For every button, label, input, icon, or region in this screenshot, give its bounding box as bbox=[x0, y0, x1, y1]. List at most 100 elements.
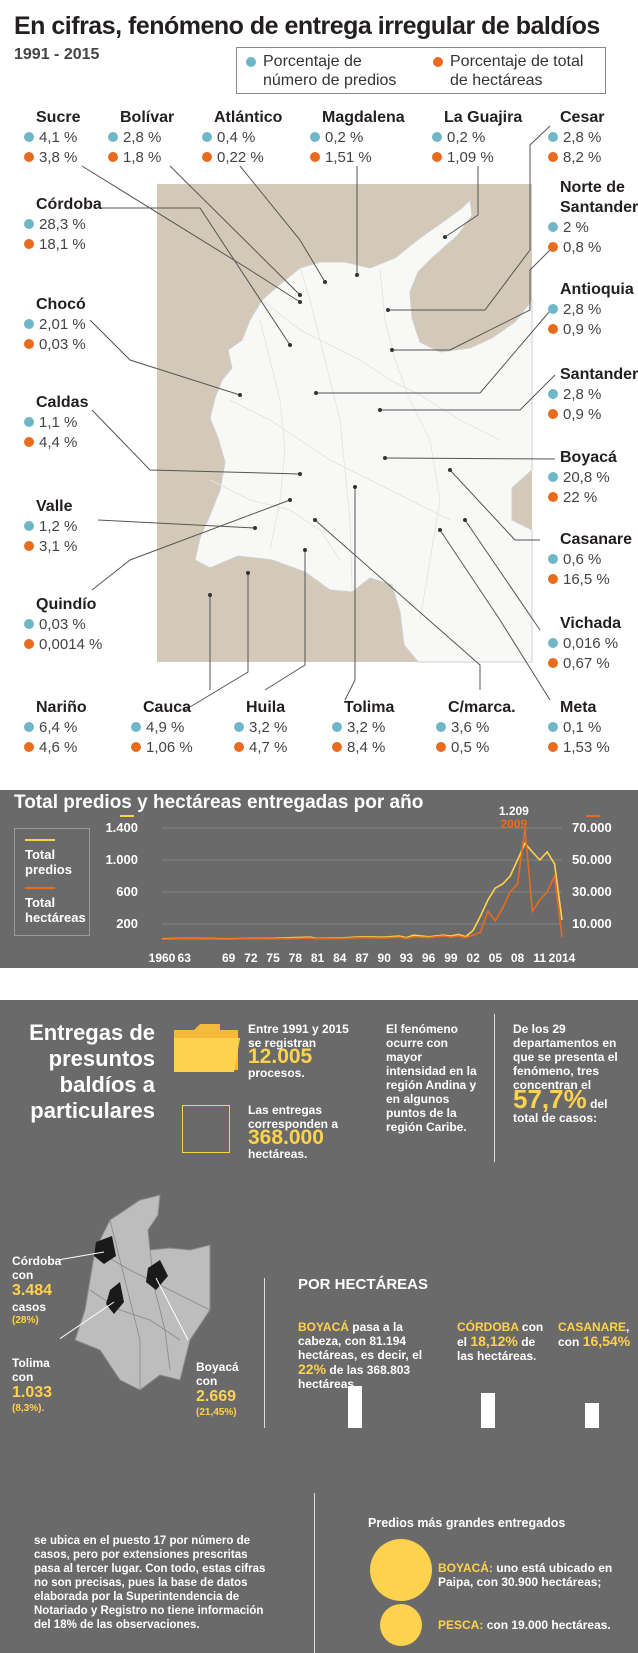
circle-pesca bbox=[380, 1604, 422, 1646]
colombia-shape bbox=[194, 198, 533, 663]
chart-legend-hectareas: Total hectáreas bbox=[25, 895, 86, 925]
hectareas-dot-icon bbox=[24, 339, 34, 350]
hectareas-dot-icon bbox=[131, 742, 141, 753]
dept-boyacá: Boyacá 20,8 % 22 % bbox=[548, 448, 617, 508]
hect-boyaca-text-a: pasa a la cabeza, con 81.194 hectáreas, … bbox=[298, 1320, 423, 1362]
hectareas-dot-icon bbox=[24, 152, 34, 163]
dept-name: Norte de Santander bbox=[560, 179, 638, 216]
hectareas-dot-icon bbox=[548, 409, 558, 420]
dept-huila: Huila 3,2 % 4,7 % bbox=[234, 698, 287, 758]
boyaca-pct: (21,45%) bbox=[196, 1407, 237, 1418]
x-tick-label: 1960 bbox=[149, 951, 176, 965]
dept-predios-value: 4,1 % bbox=[39, 129, 78, 146]
dept-name: Boyacá bbox=[560, 449, 617, 466]
hect-casanare: CASANARE, con 16,54% bbox=[558, 1320, 638, 1349]
dept-cauca: Cauca 4,9 % 1,06 % bbox=[131, 698, 193, 758]
dept-hectareas: 8,4 % bbox=[332, 738, 394, 758]
dept-predios: 0,2 % bbox=[432, 128, 522, 148]
dept-hectareas-value: 18,1 % bbox=[39, 236, 86, 253]
dept-predios-value: 0,1 % bbox=[563, 719, 602, 736]
colombia-map bbox=[194, 198, 533, 663]
dept-hectareas-value: 3,8 % bbox=[39, 149, 78, 166]
dept-predios-value: 2 % bbox=[563, 219, 589, 236]
left-tick-label: 600 bbox=[116, 884, 138, 899]
predios-dot-icon bbox=[548, 554, 558, 565]
dept-c-marca: C/marca. 3,6 % 0,5 % bbox=[436, 698, 516, 758]
dept-predios-value: 2,8 % bbox=[123, 129, 162, 146]
boyaca-stat: Boyacá con 2.669 (21,45%) bbox=[196, 1360, 276, 1420]
concentration-text-b: del total de casos: bbox=[513, 1097, 608, 1125]
dept-predios-value: 0,2 % bbox=[447, 129, 486, 146]
dept-predios-value: 4,9 % bbox=[146, 719, 185, 736]
predios-dot-icon bbox=[24, 521, 34, 532]
hectareas-dot-icon bbox=[108, 152, 118, 163]
dept-predios: 20,8 % bbox=[548, 468, 617, 488]
predios-dot-icon bbox=[436, 722, 446, 733]
dept-hectareas-value: 1,51 % bbox=[325, 149, 372, 166]
predios-dot-icon bbox=[548, 722, 558, 733]
hect-boyaca: BOYACÁ pasa a la cabeza, con 81.194 hect… bbox=[298, 1320, 433, 1391]
dept-predios: 2,8 % bbox=[548, 385, 638, 405]
predios-dot-icon bbox=[246, 57, 256, 67]
dept-hectareas-value: 0,9 % bbox=[563, 321, 602, 338]
hectareas-dot-icon bbox=[432, 152, 442, 163]
dept-quindío: Quindío 0,03 % 0,0014 % bbox=[24, 595, 102, 655]
predios-dot-icon bbox=[24, 319, 34, 330]
dept-predios-value: 20,8 % bbox=[563, 469, 610, 486]
concentration-number: 57,7% bbox=[513, 1084, 587, 1114]
processes-number: 12.005 bbox=[248, 1045, 313, 1068]
hectareas-dot-icon bbox=[202, 152, 212, 163]
dept-predios-value: 0,03 % bbox=[39, 616, 86, 633]
dept-valle: Valle 1,2 % 3,1 % bbox=[24, 497, 77, 557]
legend-predios-swatch bbox=[25, 839, 55, 841]
dept-hectareas: 0,0014 % bbox=[24, 635, 102, 655]
hect-cordoba: CÓRDOBA con el 18,12% de las hectáreas. bbox=[457, 1320, 547, 1363]
tolima-con: con bbox=[12, 1370, 34, 1384]
dept-predios: 3,6 % bbox=[436, 718, 516, 738]
dept-predios: 3,2 % bbox=[332, 718, 394, 738]
predios-dot-icon bbox=[548, 222, 558, 233]
x-tick-label: 08 bbox=[511, 951, 525, 965]
hectareas-dot-icon bbox=[310, 152, 320, 163]
dept-name: Cesar bbox=[560, 109, 605, 126]
dept-name: Quindío bbox=[36, 596, 97, 613]
dept-hectareas: 1,06 % bbox=[131, 738, 193, 758]
dept-hectareas: 1,8 % bbox=[108, 148, 174, 168]
dept-hectareas-value: 0,03 % bbox=[39, 336, 86, 353]
hectareas-dot-icon bbox=[548, 242, 558, 253]
dept-hectareas-value: 0,5 % bbox=[451, 739, 490, 756]
info-panel: Entregas de presuntos baldíos a particul… bbox=[0, 1000, 638, 1653]
dept-predios: 2,8 % bbox=[108, 128, 174, 148]
dept-vichada: Vichada 0,016 % 0,67 % bbox=[548, 614, 621, 674]
dept-hectareas-value: 1,53 % bbox=[563, 739, 610, 756]
dept-predios: 4,1 % bbox=[24, 128, 80, 148]
largest-boyaca-text: uno está ubicado en Paipa, con 30.900 he… bbox=[438, 1561, 613, 1589]
legend-hectareas-swatch bbox=[25, 887, 55, 889]
left-tick-label: 1.000 bbox=[105, 852, 138, 867]
largest-boyaca-name: BOYACÁ: bbox=[438, 1561, 493, 1575]
dept-hectareas-value: 1,8 % bbox=[123, 149, 162, 166]
dept-predios: 1,1 % bbox=[24, 413, 88, 433]
dept-predios-value: 0,016 % bbox=[563, 635, 619, 652]
dept-predios-value: 3,6 % bbox=[451, 719, 490, 736]
largest-pesca-name: PESCA: bbox=[438, 1618, 484, 1632]
divider bbox=[264, 1278, 265, 1428]
boyaca-number: 2.669 bbox=[196, 1388, 237, 1405]
x-tick-label: 99 bbox=[444, 951, 458, 965]
boyaca-name: Boyacá bbox=[196, 1360, 239, 1374]
dept-predios-value: 2,8 % bbox=[563, 129, 602, 146]
x-tick-label: 75 bbox=[266, 951, 280, 965]
hectareas-dot-icon bbox=[24, 541, 34, 552]
chart-title: Total predios y hectáreas entregadas por… bbox=[14, 792, 424, 813]
dept-hectareas: 4,4 % bbox=[24, 433, 88, 453]
dept-name: Nariño bbox=[36, 699, 87, 716]
hectareas-dot-icon bbox=[548, 152, 558, 163]
predios-dot-icon bbox=[234, 722, 244, 733]
dept-predios: 0,4 % bbox=[202, 128, 282, 148]
hectareas-dot-icon bbox=[548, 324, 558, 335]
dept-nariño: Nariño 6,4 % 4,6 % bbox=[24, 698, 87, 758]
dept-hectareas-value: 0,9 % bbox=[563, 406, 602, 423]
dept-predios-value: 3,2 % bbox=[249, 719, 288, 736]
dept-predios: 4,9 % bbox=[131, 718, 193, 738]
legend-hectareas-label: Porcentaje de total de hectáreas bbox=[450, 53, 584, 89]
